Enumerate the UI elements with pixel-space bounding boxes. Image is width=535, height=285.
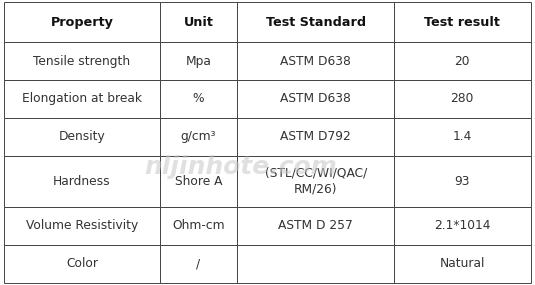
- Text: g/cm³: g/cm³: [181, 130, 216, 143]
- Bar: [238, 42, 394, 80]
- Text: Mpa: Mpa: [186, 54, 211, 68]
- Bar: [394, 42, 531, 80]
- Bar: [159, 118, 238, 156]
- Text: Property: Property: [50, 16, 113, 29]
- Bar: [394, 156, 531, 207]
- Bar: [159, 80, 238, 118]
- Bar: [238, 2, 394, 42]
- Bar: [394, 245, 531, 283]
- Text: (STL/CC/WI/QAC/
RM/26): (STL/CC/WI/QAC/ RM/26): [264, 167, 367, 196]
- Text: Test Standard: Test Standard: [265, 16, 366, 29]
- Bar: [394, 207, 531, 245]
- Bar: [238, 118, 394, 156]
- Bar: [159, 2, 238, 42]
- Bar: [4, 245, 159, 283]
- Text: 93: 93: [455, 175, 470, 188]
- Text: Unit: Unit: [184, 16, 213, 29]
- Bar: [4, 80, 159, 118]
- Text: Hardness: Hardness: [53, 175, 111, 188]
- Text: 1.4: 1.4: [453, 130, 472, 143]
- Text: ASTM D 257: ASTM D 257: [278, 219, 353, 232]
- Text: Shore A: Shore A: [175, 175, 222, 188]
- Bar: [4, 2, 159, 42]
- Text: 2.1*1014: 2.1*1014: [434, 219, 491, 232]
- Text: ASTM D638: ASTM D638: [280, 92, 351, 105]
- Text: 20: 20: [455, 54, 470, 68]
- Bar: [159, 156, 238, 207]
- Bar: [238, 207, 394, 245]
- Text: Volume Resistivity: Volume Resistivity: [26, 219, 138, 232]
- Bar: [4, 207, 159, 245]
- Bar: [159, 245, 238, 283]
- Bar: [159, 207, 238, 245]
- Text: Natural: Natural: [440, 257, 485, 270]
- Bar: [238, 80, 394, 118]
- Text: Elongation at break: Elongation at break: [22, 92, 142, 105]
- Bar: [238, 245, 394, 283]
- Text: /: /: [196, 257, 201, 270]
- Bar: [4, 118, 159, 156]
- Text: 280: 280: [450, 92, 474, 105]
- Text: Tensile strength: Tensile strength: [33, 54, 131, 68]
- Text: Test result: Test result: [424, 16, 500, 29]
- Text: Density: Density: [58, 130, 105, 143]
- Bar: [394, 80, 531, 118]
- Text: nljinhote.com: nljinhote.com: [144, 155, 337, 179]
- Bar: [394, 2, 531, 42]
- Text: Ohm-cm: Ohm-cm: [172, 219, 225, 232]
- Bar: [159, 42, 238, 80]
- Text: ASTM D792: ASTM D792: [280, 130, 351, 143]
- Text: Color: Color: [66, 257, 98, 270]
- Bar: [394, 118, 531, 156]
- Text: %: %: [193, 92, 204, 105]
- Bar: [4, 42, 159, 80]
- Bar: [238, 156, 394, 207]
- Bar: [4, 156, 159, 207]
- Text: ASTM D638: ASTM D638: [280, 54, 351, 68]
